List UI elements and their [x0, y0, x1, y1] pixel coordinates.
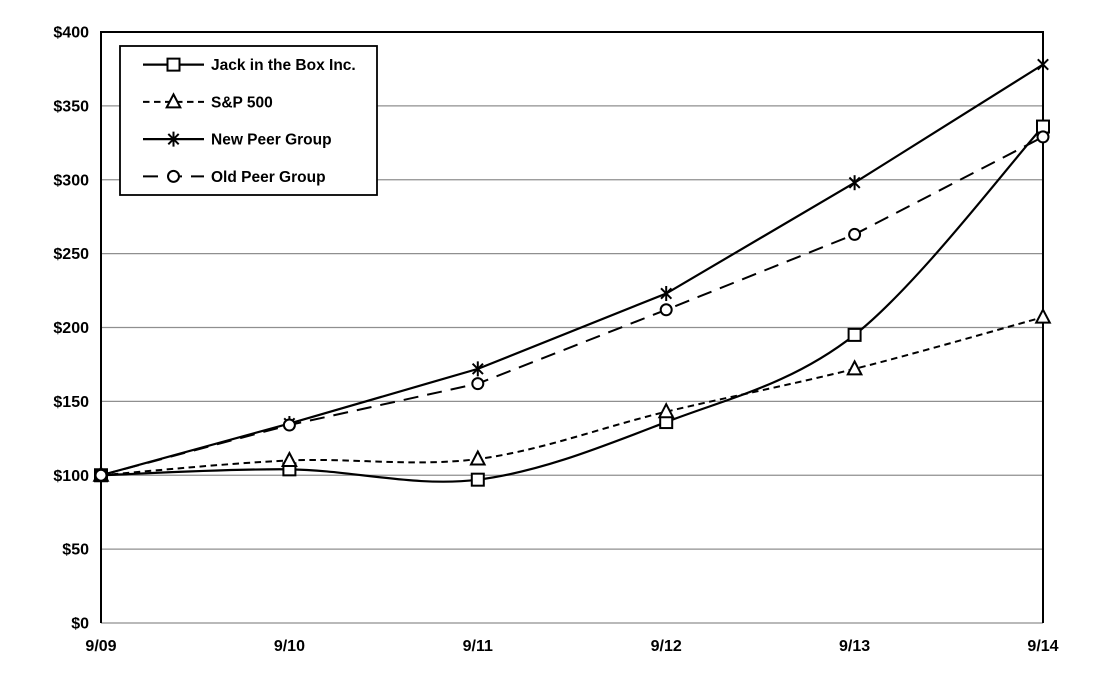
y-axis-tick-label: $350: [53, 98, 89, 115]
legend-item-jack-in-the-box-inc: Jack in the Box Inc.: [143, 57, 356, 74]
x-axis-tick-label: 9/12: [651, 638, 682, 655]
legend-label: Jack in the Box Inc.: [211, 57, 356, 74]
legend-item-s-p-500: S&P 500: [143, 92, 273, 111]
marker-triangle: [165, 92, 182, 109]
legend-label: Old Peer Group: [211, 169, 326, 186]
marker-triangle: [657, 402, 675, 419]
marker-circle: [659, 303, 673, 317]
legend-item-old-peer-group: Old Peer Group: [143, 169, 326, 186]
y-axis-tick-label: $50: [62, 542, 89, 559]
asterisk-spoke: [848, 176, 861, 189]
marker-asterisk: [660, 286, 673, 302]
legend-box: [119, 45, 378, 196]
x-axis-tick-label: 9/11: [463, 638, 493, 655]
marker-asterisk: [1037, 57, 1049, 73]
marker-triangle: [469, 449, 487, 466]
asterisk-spoke: [471, 362, 484, 375]
x-axis-tick-label: 9/09: [85, 638, 116, 655]
marker-circle: [94, 468, 108, 482]
x-axis-tick-label: 9/13: [839, 638, 870, 655]
marker-square: [470, 472, 485, 487]
marker-circle: [471, 377, 485, 391]
series-line-jack-in-the-box-inc: [100, 125, 1044, 483]
y-axis-tick-label: $250: [53, 246, 89, 263]
asterisk-spoke: [660, 287, 673, 300]
asterisk-spoke: [1037, 58, 1049, 71]
plot-frame: [100, 31, 1044, 623]
series-line-s-p-500: [100, 316, 1044, 477]
marker-circle: [167, 169, 180, 183]
series-line-old-peer-group: [100, 136, 1044, 477]
marker-triangle: [1034, 307, 1052, 324]
marker-circle: [282, 418, 296, 432]
legend-item-new-peer-group: New Peer Group: [143, 131, 332, 149]
marker-asterisk: [848, 175, 861, 191]
marker-square: [847, 327, 862, 342]
marker-circle: [848, 227, 862, 241]
marker-circle: [1036, 130, 1050, 144]
legend-label: S&P 500: [211, 94, 273, 111]
marker-triangle: [280, 450, 298, 467]
y-axis-tick-label: $100: [53, 468, 89, 485]
y-axis-tick-label: $400: [53, 25, 89, 42]
asterisk-spoke: [167, 133, 180, 146]
marker-square: [166, 57, 181, 72]
marker-asterisk: [167, 131, 180, 147]
marker-triangle: [846, 359, 864, 376]
series-line-new-peer-group: [100, 63, 1044, 477]
y-axis-tick-label: $200: [53, 320, 89, 337]
x-axis-tick-label: 9/14: [1027, 638, 1058, 655]
x-axis-tick-label: 9/10: [274, 638, 305, 655]
marker-asterisk: [471, 361, 484, 377]
legend-label: New Peer Group: [211, 132, 332, 149]
legend: Jack in the Box Inc. S&P 500 New Peer Grou…: [119, 45, 378, 196]
y-axis-tick-label: $150: [53, 394, 89, 411]
y-axis-tick-label: $0: [71, 616, 89, 633]
y-axis-tick-label: $300: [53, 172, 89, 189]
